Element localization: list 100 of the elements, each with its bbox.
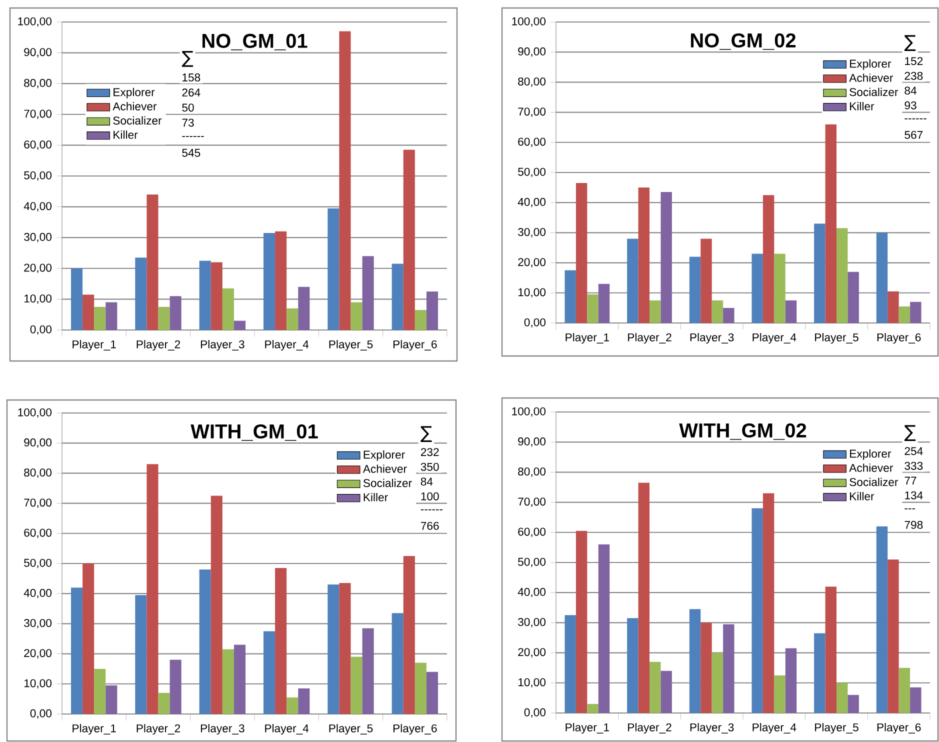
y-tick-label: 90,00 <box>518 437 546 447</box>
bar <box>170 660 182 714</box>
legend-label: Killer <box>114 130 138 139</box>
y-tick-label: 10,00 <box>518 288 546 298</box>
legend-label: Socializer <box>363 478 412 488</box>
bar <box>723 624 734 713</box>
bar <box>426 672 438 714</box>
bar <box>158 692 170 714</box>
annotation: ∑ <box>420 426 432 442</box>
x-tick-label: Player_1 <box>72 340 116 351</box>
bar <box>199 570 211 714</box>
bar <box>598 544 610 713</box>
bar <box>814 633 826 713</box>
y-tick-label: 40,00 <box>24 202 52 212</box>
bar <box>774 254 786 323</box>
legend-label: Explorer <box>364 450 405 461</box>
y-tick-label: 50,00 <box>24 171 52 181</box>
y-tick-label: 100,00 <box>18 408 52 418</box>
bar <box>836 228 848 323</box>
y-tick-label: 0,00 <box>30 325 52 335</box>
x-tick-label: Player_2 <box>628 333 672 344</box>
y-tick-label: 30,00 <box>518 618 546 628</box>
legend-label: Socializer <box>850 88 898 96</box>
bar <box>135 258 147 330</box>
x-tick-label: Player_4 <box>752 723 796 734</box>
annotation: 77 <box>904 476 916 485</box>
bar <box>392 613 404 714</box>
bar <box>403 556 415 714</box>
annotation: ------ <box>182 136 204 137</box>
bar <box>263 631 276 714</box>
bar <box>199 260 211 330</box>
y-tick-label: 40,00 <box>24 588 52 598</box>
bar <box>106 302 118 330</box>
annotation: ------ <box>904 118 926 120</box>
bar <box>762 493 774 713</box>
y-tick-label: 50,00 <box>24 558 52 568</box>
y-tick-label: 40,00 <box>518 198 546 208</box>
bar <box>426 291 438 330</box>
chart-title: WITH_GM_01 <box>190 424 318 441</box>
bar <box>785 648 797 713</box>
y-tick-label: 100,00 <box>18 17 52 27</box>
bar <box>598 284 610 323</box>
annotation: 238 <box>904 72 923 80</box>
legend-label: Explorer <box>850 59 892 70</box>
x-tick-label: Player_6 <box>877 333 921 344</box>
bar <box>723 308 734 323</box>
y-tick-label: 60,00 <box>24 140 52 150</box>
bar <box>910 687 922 713</box>
bar <box>298 688 310 714</box>
bar <box>650 662 661 713</box>
annotation: 545 <box>182 148 200 157</box>
legend-label: Explorer <box>114 88 155 98</box>
y-tick-label: 80,00 <box>24 78 52 88</box>
annotation: 84 <box>420 478 433 486</box>
annotation: 73 <box>182 118 194 127</box>
y-tick-label: 80,00 <box>518 78 546 87</box>
y-tick-label: 0,00 <box>30 709 52 719</box>
bar <box>825 124 837 323</box>
bar <box>350 656 362 714</box>
annotation: ------ <box>420 509 443 510</box>
x-tick-label: Player_2 <box>628 723 672 734</box>
y-tick-label: 10,00 <box>24 679 52 689</box>
y-tick-label: 0,00 <box>524 318 546 328</box>
bar <box>414 662 426 714</box>
bar <box>286 308 298 330</box>
x-tick-label: Player_6 <box>393 724 437 735</box>
y-tick-label: 70,00 <box>24 110 52 120</box>
x-tick-label: Player_4 <box>752 333 796 344</box>
y-tick-label: 60,00 <box>518 138 546 148</box>
bar <box>210 262 222 330</box>
x-tick-label: Player_5 <box>329 340 373 351</box>
legend-label: Achiever <box>849 464 893 472</box>
y-tick-label: 70,00 <box>518 498 546 507</box>
y-tick-label: 20,00 <box>518 258 546 268</box>
y-tick-label: 100,00 <box>512 407 546 417</box>
bar <box>82 294 94 330</box>
y-tick-label: 80,00 <box>518 468 546 477</box>
y-tick-label: 70,00 <box>518 108 546 117</box>
bar <box>564 615 576 713</box>
bar <box>774 675 786 713</box>
bar <box>700 622 712 713</box>
x-tick-label: Player_5 <box>815 723 858 734</box>
bar <box>762 195 774 323</box>
x-tick-label: Player_5 <box>329 724 373 735</box>
bar <box>910 302 922 323</box>
bar <box>286 697 298 714</box>
y-tick-label: 80,00 <box>24 468 52 478</box>
bar <box>339 31 351 330</box>
y-tick-label: 40,00 <box>518 588 546 598</box>
annotation: 254 <box>904 447 923 456</box>
bar <box>898 668 910 713</box>
x-tick-label: Player_1 <box>566 723 609 734</box>
bar <box>576 183 588 323</box>
annotation: 134 <box>905 491 923 500</box>
bar <box>170 296 182 330</box>
legend-label: Explorer <box>850 449 892 460</box>
bar <box>94 668 106 714</box>
bar <box>576 530 588 713</box>
annotation: 350 <box>420 462 439 471</box>
annotation: ∑ <box>904 425 916 441</box>
